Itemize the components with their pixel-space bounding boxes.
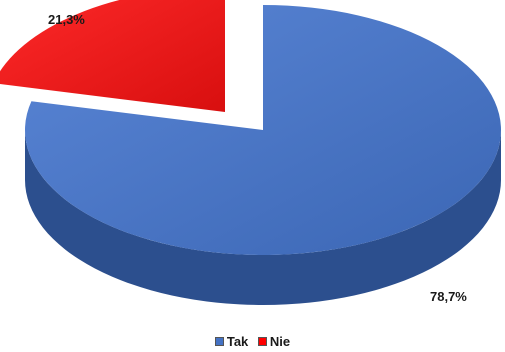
slice-tak [24,5,501,255]
slice-rim-tak-0 [25,130,501,305]
data-label-tak: 78,7% [430,289,467,304]
legend-item-nie: Nie [257,334,291,349]
legend-item-tak: Tak [214,334,249,349]
data-label-nie: 21,3% [48,12,85,27]
legend-label-nie: Nie [269,334,291,349]
legend-label-tak: Tak [226,334,249,349]
legend: Tak Nie [0,334,505,349]
legend-swatch-nie [257,337,267,346]
slice-nie [0,0,225,112]
legend-swatch-tak [214,337,224,346]
